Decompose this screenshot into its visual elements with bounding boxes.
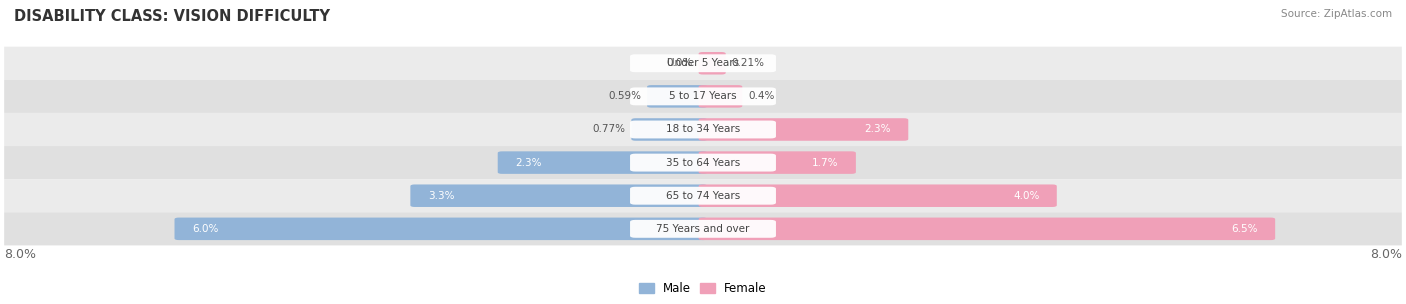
FancyBboxPatch shape [699, 85, 742, 108]
Text: 5 to 17 Years: 5 to 17 Years [669, 92, 737, 101]
Text: 75 Years and over: 75 Years and over [657, 224, 749, 234]
FancyBboxPatch shape [411, 185, 707, 207]
FancyBboxPatch shape [4, 179, 1402, 212]
Text: 65 to 74 Years: 65 to 74 Years [666, 191, 740, 201]
FancyBboxPatch shape [630, 54, 776, 72]
Legend: Male, Female: Male, Female [634, 278, 772, 300]
FancyBboxPatch shape [699, 52, 725, 74]
FancyBboxPatch shape [699, 118, 908, 141]
Text: 6.5%: 6.5% [1232, 224, 1258, 234]
FancyBboxPatch shape [498, 151, 707, 174]
Text: 6.0%: 6.0% [193, 224, 218, 234]
Text: 0.4%: 0.4% [748, 92, 775, 101]
FancyBboxPatch shape [630, 121, 776, 138]
Text: DISABILITY CLASS: VISION DIFFICULTY: DISABILITY CLASS: VISION DIFFICULTY [14, 9, 330, 24]
FancyBboxPatch shape [4, 212, 1402, 245]
Text: Source: ZipAtlas.com: Source: ZipAtlas.com [1281, 9, 1392, 19]
Text: 2.3%: 2.3% [515, 157, 541, 168]
FancyBboxPatch shape [4, 47, 1402, 80]
Text: 0.21%: 0.21% [733, 58, 765, 68]
FancyBboxPatch shape [699, 185, 1057, 207]
Text: 8.0%: 8.0% [4, 248, 37, 261]
Text: 3.3%: 3.3% [427, 191, 454, 201]
FancyBboxPatch shape [4, 146, 1402, 179]
Text: 0.77%: 0.77% [592, 124, 626, 134]
FancyBboxPatch shape [4, 80, 1402, 113]
FancyBboxPatch shape [699, 151, 856, 174]
Text: 18 to 34 Years: 18 to 34 Years [666, 124, 740, 134]
Text: 0.0%: 0.0% [666, 58, 693, 68]
FancyBboxPatch shape [647, 85, 707, 108]
FancyBboxPatch shape [630, 220, 776, 238]
Text: 35 to 64 Years: 35 to 64 Years [666, 157, 740, 168]
FancyBboxPatch shape [4, 113, 1402, 146]
FancyBboxPatch shape [699, 218, 1275, 240]
FancyBboxPatch shape [631, 118, 707, 141]
Text: Under 5 Years: Under 5 Years [666, 58, 740, 68]
FancyBboxPatch shape [630, 154, 776, 171]
Text: 0.59%: 0.59% [607, 92, 641, 101]
Text: 1.7%: 1.7% [811, 157, 838, 168]
FancyBboxPatch shape [630, 88, 776, 105]
Text: 2.3%: 2.3% [865, 124, 891, 134]
Text: 8.0%: 8.0% [1369, 248, 1402, 261]
FancyBboxPatch shape [174, 218, 707, 240]
Text: 4.0%: 4.0% [1012, 191, 1039, 201]
FancyBboxPatch shape [630, 187, 776, 205]
